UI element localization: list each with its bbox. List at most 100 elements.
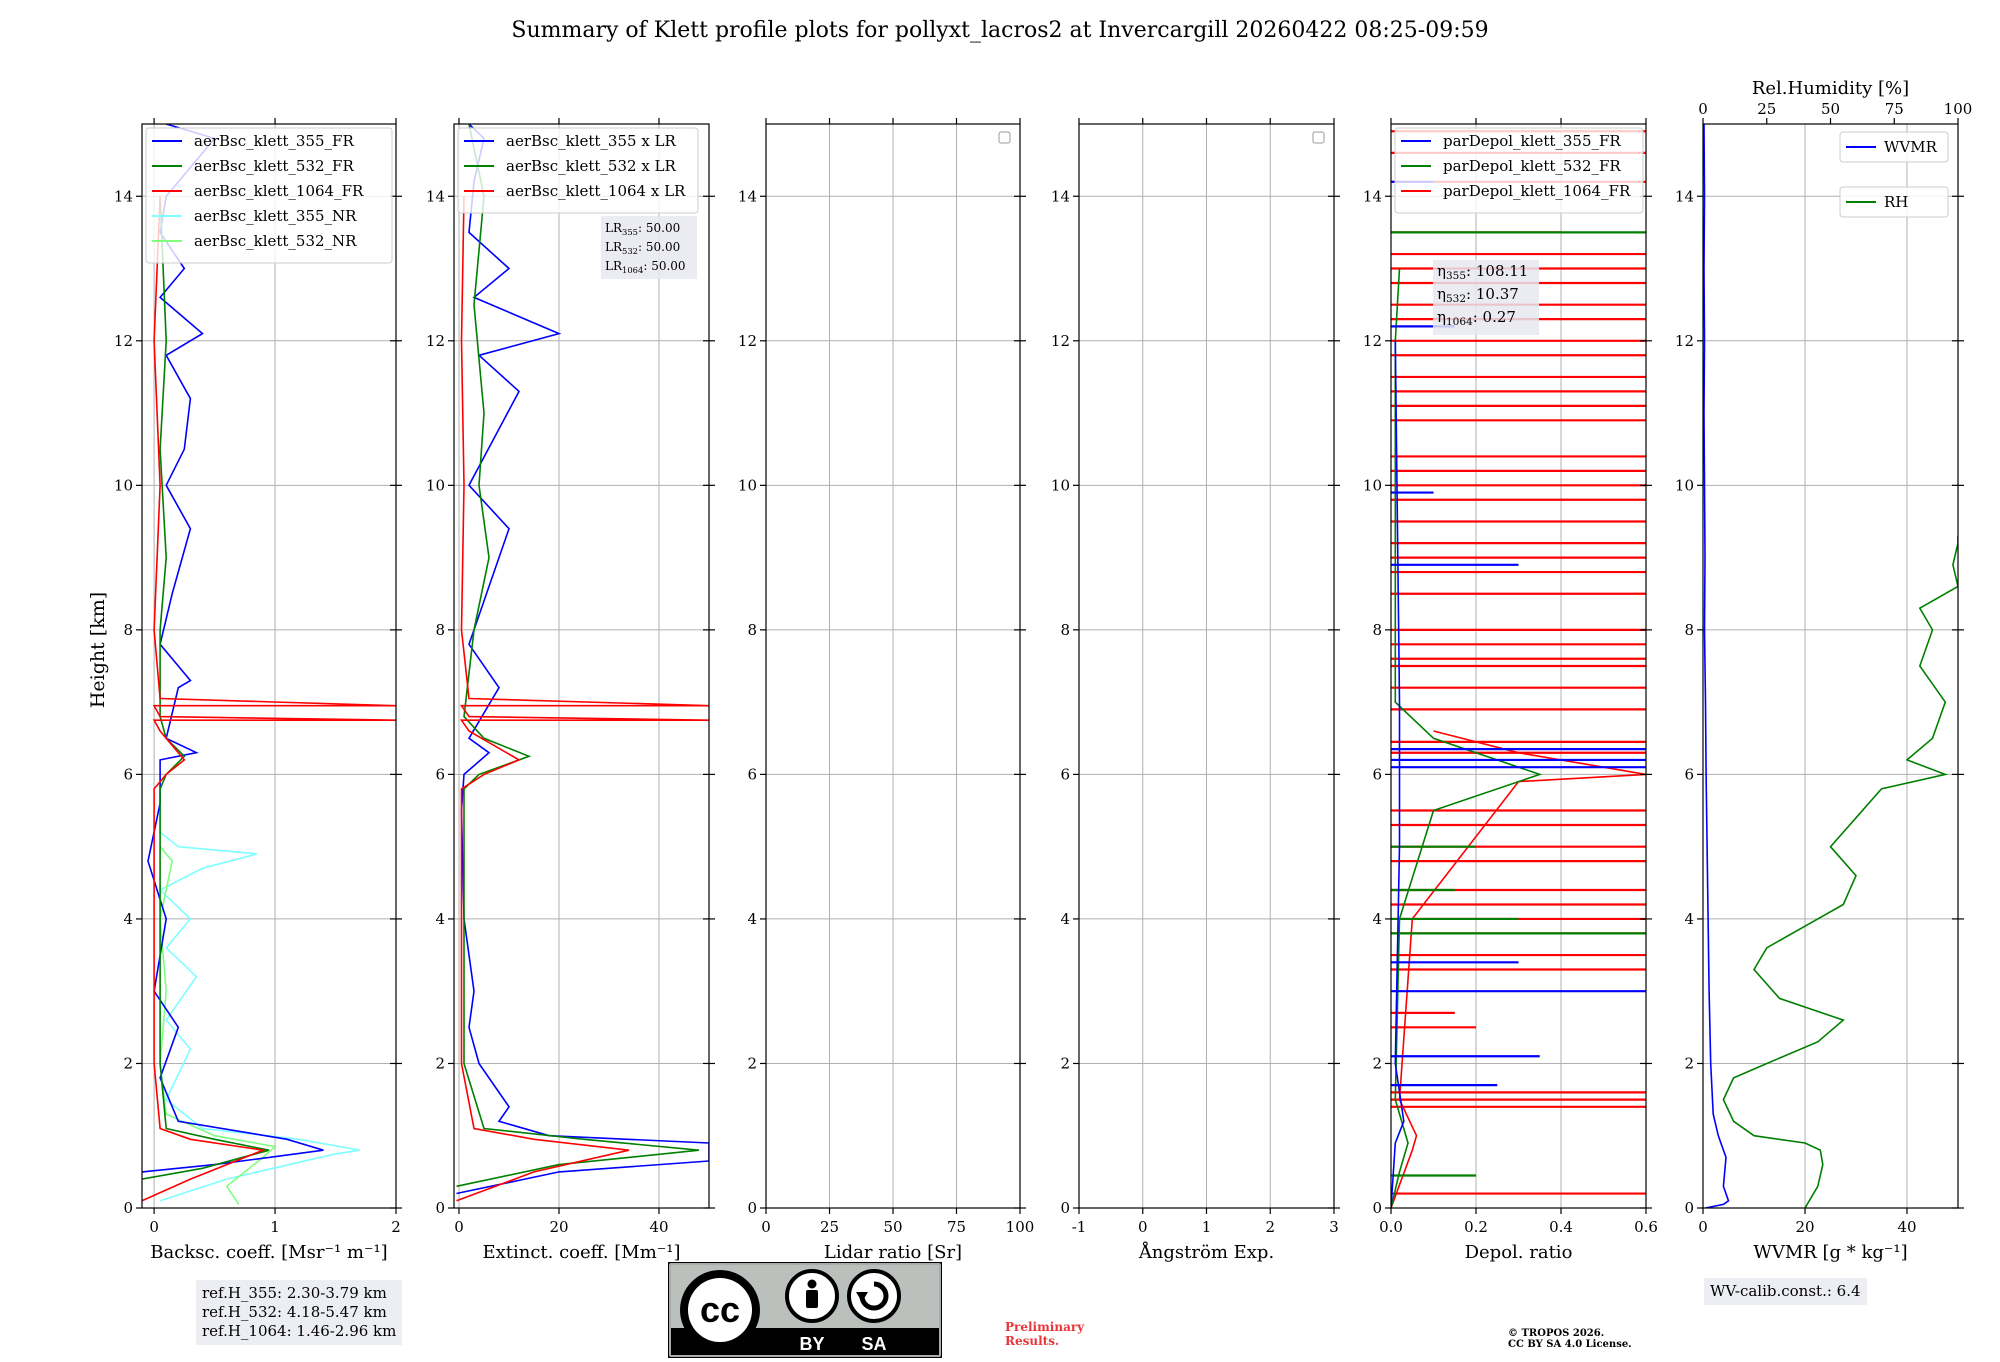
x-tick-label: 0.0 xyxy=(1379,1218,1403,1236)
by-person-icon xyxy=(807,1279,817,1289)
legend-box xyxy=(1839,186,1949,218)
y-tick-label: 4 xyxy=(1372,910,1382,928)
y-tick-label: 10 xyxy=(1051,476,1070,494)
y-tick-label: 4 xyxy=(123,910,133,928)
legend-label: aerBsc_klett_532_NR xyxy=(194,232,357,250)
y-tick-label: 8 xyxy=(1684,621,1694,639)
y-tick-label: 14 xyxy=(114,187,133,205)
ref-height-532: ref.H_532: 4.18-5.47 km xyxy=(202,1303,387,1321)
y-tick-label: 12 xyxy=(1051,332,1070,350)
annotation-bg xyxy=(601,216,697,279)
x-tick-label: 2 xyxy=(391,1218,401,1236)
series-line-aerBsc_klett_355_NR xyxy=(158,788,360,1202)
y-tick-label: 8 xyxy=(1372,621,1382,639)
y-tick-label: 6 xyxy=(1372,765,1382,783)
x-tick-label: 0.4 xyxy=(1549,1218,1573,1236)
series-line-aerBsc_klett_1064_FR xyxy=(142,196,396,1202)
series-group xyxy=(1703,124,1958,1208)
x-axis-label: Depol. ratio xyxy=(1465,1242,1573,1263)
series-line-parDepol_klett_355_FR xyxy=(1391,340,1405,1208)
legend-label: aerBsc_klett_1064_FR xyxy=(194,182,364,200)
y-tick-label: 4 xyxy=(435,910,445,928)
y-tick-label: 12 xyxy=(426,332,445,350)
legend-label: aerBsc_klett_532 x LR xyxy=(506,157,677,175)
series-line-RH xyxy=(1722,535,1958,1208)
annotation-text: η355: 108.11 xyxy=(1437,262,1528,282)
cc-by-sa-license-badge: cc BY SA xyxy=(667,1261,943,1362)
legend-label: aerBsc_klett_355 x LR xyxy=(506,132,677,150)
ref-height-355: ref.H_355: 2.30-3.79 km xyxy=(202,1284,387,1302)
y-tick-label: 2 xyxy=(1372,1054,1382,1072)
annotation-text: LR1064: 50.00 xyxy=(605,259,686,275)
sa-share-alike-icon xyxy=(859,1281,889,1311)
x-tick-label: 40 xyxy=(649,1218,668,1236)
x-tick-label: 0 xyxy=(454,1218,464,1236)
x-tick-label: 0 xyxy=(149,1218,159,1236)
axes-frame xyxy=(1390,123,1647,1209)
series-group xyxy=(1391,130,1646,1208)
series-line-aerBsc_klett_532_NR xyxy=(159,846,277,1205)
y-tick-label: 4 xyxy=(747,910,757,928)
series-group xyxy=(142,124,396,1205)
series-line-aerBsc_klett_355 x LR xyxy=(456,124,709,1195)
wv-calib-const: WV-calib.const.: 6.4 xyxy=(1710,1282,1861,1300)
y-tick-label: 10 xyxy=(1675,476,1694,494)
x-tick-label: 1 xyxy=(270,1218,280,1236)
y-tick-label: 6 xyxy=(1684,765,1694,783)
legend-label: RH xyxy=(1884,193,1908,211)
preliminary-results-note: Preliminary Results. xyxy=(1005,1320,1085,1348)
annotation-bg xyxy=(1433,260,1539,335)
legend-box xyxy=(145,127,393,264)
legend-box xyxy=(457,127,699,214)
ref-height-1064: ref.H_1064: 1.46-2.96 km xyxy=(202,1322,397,1340)
x-tick-label: 50 xyxy=(883,1218,902,1236)
annotation-box: LR355: 50.00 LR532: 50.00 LR1064: 50.00 xyxy=(601,216,697,279)
legend-box xyxy=(1394,127,1644,214)
y-tick-label: 2 xyxy=(435,1054,445,1072)
x-tick-label: 100 xyxy=(1006,1218,1035,1236)
y-tick-label: 4 xyxy=(1684,910,1694,928)
panel-wv: 0 2 4 6 8 10 12 14 0 20 40 WVMR [g * kg⁻¹] 0 25 50 75 10… xyxy=(1675,78,1972,1263)
x-axis-label: Extinct. coeff. [Mm⁻¹] xyxy=(482,1242,680,1263)
x-tick-label: 20 xyxy=(549,1218,568,1236)
x-tick-label: 0 xyxy=(761,1218,771,1236)
axes-frame xyxy=(453,123,710,1209)
y-tick-label: 0 xyxy=(747,1199,757,1217)
legend: aerBsc_klett_355_FR aerBsc_klett_532_FRae… xyxy=(145,127,393,264)
y-tick-label: 10 xyxy=(114,476,133,494)
axes-frame xyxy=(141,123,397,1209)
y-tick-label: 14 xyxy=(1675,187,1694,205)
cc-by-label: BY xyxy=(799,1334,824,1354)
x-tick-label: 0.2 xyxy=(1464,1218,1488,1236)
cc-logo-text: cc xyxy=(700,1289,740,1330)
legend-label: parDepol_klett_532_FR xyxy=(1443,157,1621,175)
y-tick-label: 12 xyxy=(1675,332,1694,350)
x2-tick-label: 100 xyxy=(1944,100,1973,118)
y-tick-label: 14 xyxy=(1363,187,1382,205)
x-tick-label: -1 xyxy=(1072,1218,1087,1236)
y-tick-label: 10 xyxy=(426,476,445,494)
legend-label: aerBsc_klett_355_NR xyxy=(194,207,357,225)
x-tick-label: 2 xyxy=(1265,1218,1275,1236)
series-line-aerBsc_klett_1064 x LR xyxy=(456,196,709,1202)
annotation-text: LR355: 50.00 xyxy=(605,221,680,237)
legend-label: WVMR xyxy=(1884,138,1938,156)
y-tick-label: 10 xyxy=(738,476,757,494)
y-axis-label: Height [km] xyxy=(87,592,109,708)
x2-axis-label: Rel.Humidity [%] xyxy=(1752,78,1909,99)
x2-tick-label: 75 xyxy=(1885,100,1904,118)
x-axis-label: Backsc. coeff. [Msr⁻¹ m⁻¹] xyxy=(150,1242,387,1263)
empty-legend xyxy=(998,131,1011,144)
wv-calibration-box: WV-calib.const.: 6.4 xyxy=(1704,1278,1867,1305)
annotation-box: η355: 108.11 η532: 10.37 η1064: 0.27 xyxy=(1433,260,1539,335)
annotation-text: η1064: 0.27 xyxy=(1437,308,1516,328)
copyright-note: © TROPOS 2026. CC BY SA 4.0 License. xyxy=(1508,1328,1632,1350)
series-line-aerBsc_klett_532_FR xyxy=(142,196,270,1180)
legend-label: aerBsc_klett_1064 x LR xyxy=(506,182,686,200)
y-tick-label: 0 xyxy=(1372,1199,1382,1217)
y-tick-label: 0 xyxy=(1684,1199,1694,1217)
figure-title: Summary of Klett profile plots for polly… xyxy=(511,18,1489,43)
